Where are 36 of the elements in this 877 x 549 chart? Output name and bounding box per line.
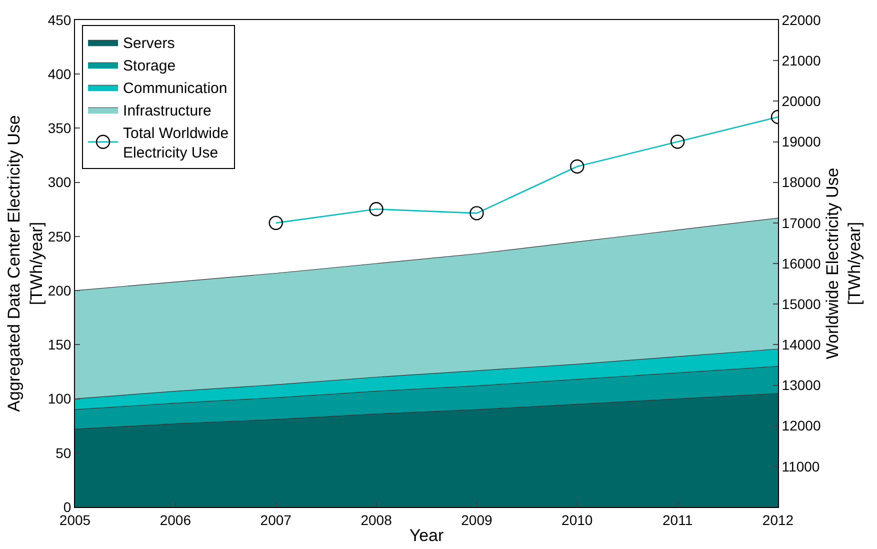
y-tick-label: 200 <box>48 282 72 298</box>
legend-label: Servers <box>123 34 175 52</box>
y-tick-label: 150 <box>48 336 72 353</box>
y-tick-label: 350 <box>48 120 72 136</box>
y2-tick-label: 19000 <box>782 134 821 150</box>
x-tick-label: 2010 <box>562 512 593 528</box>
y-tick-label: 50 <box>56 444 72 461</box>
y2-tick-label: 13000 <box>782 377 821 394</box>
y2-tick-label: 17000 <box>782 214 821 231</box>
y2-tick-label: 22000 <box>782 12 821 28</box>
x-tick-label: 2008 <box>360 512 392 528</box>
legend-label: Storage <box>123 57 176 74</box>
legend-label: Total Worldwide Electricity Use <box>123 124 229 162</box>
y-tick-label: 450 <box>48 12 72 28</box>
legend-label: Communication <box>123 80 228 97</box>
y-tick-label: 400 <box>48 66 72 82</box>
legend-label: Infrastructure <box>123 102 212 120</box>
y2-tick-label: 15000 <box>782 296 821 312</box>
y-tick-label: 300 <box>48 174 72 190</box>
x-axis-title: Year <box>409 526 444 546</box>
y2-tick-label: 16000 <box>782 255 821 272</box>
y2-tick-label: 11000 <box>782 458 820 474</box>
x-tick-label: 2011 <box>662 512 693 528</box>
y2-axis-title: Worldwide Electricity Use [TWh/year] <box>822 168 864 360</box>
y2-tick-label: 14000 <box>782 336 821 353</box>
x-tick-label: 2006 <box>160 512 192 528</box>
y-axis-title: Aggregated Data Center Electricity Use [TWh/year] <box>4 115 46 412</box>
x-tick-label: 2012 <box>762 512 794 528</box>
y-tick-label: 100 <box>48 390 72 407</box>
y-tick-label: 250 <box>48 228 72 244</box>
x-tick-label: 2009 <box>461 512 492 528</box>
y2-tick-label: 21000 <box>782 52 821 68</box>
y2-tick-label: 18000 <box>782 174 821 190</box>
x-tick-label: 2007 <box>260 512 292 528</box>
y2-tick-label: 20000 <box>782 93 821 110</box>
y2-tick-label: 12000 <box>782 418 821 434</box>
